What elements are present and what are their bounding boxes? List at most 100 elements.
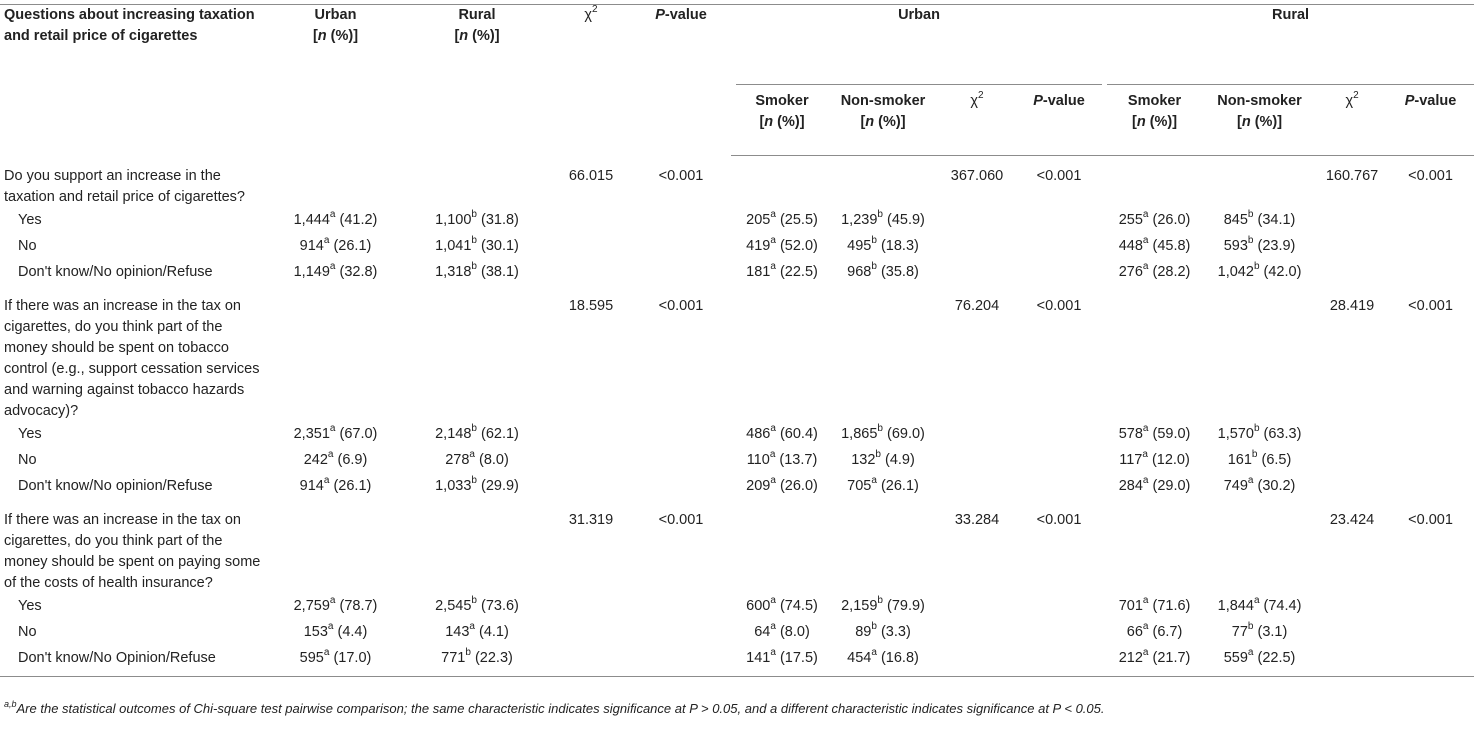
rural-nonsmoker-cell: 593b (23.9): [1202, 234, 1317, 260]
count: 1,570: [1217, 426, 1254, 442]
count: 255: [1118, 212, 1143, 228]
footnote-text: Are the statistical outcomes of Chi-squa…: [16, 701, 1105, 716]
urban-nonsmoker-cell: 968b (35.8): [828, 260, 938, 286]
percent: (29.0): [1152, 478, 1191, 494]
urban-smoker-cell: 419a (52.0): [736, 234, 828, 260]
empty-cell: [1387, 594, 1474, 620]
header-p-label: P-value: [1404, 93, 1457, 109]
count: 212: [1118, 650, 1143, 666]
significance-sup: a: [329, 423, 336, 435]
significance-sup: b: [871, 261, 877, 273]
count: 64: [754, 624, 771, 640]
rural-nonsmoker-cell: 1,570b (63.3): [1202, 422, 1317, 448]
percent: (32.8): [339, 264, 378, 280]
footnote: a,bAre the statistical outcomes of Chi-s…: [4, 698, 1464, 718]
count: 1,100: [435, 212, 472, 228]
significance-sup: a: [469, 621, 475, 633]
percent: (22.5): [779, 264, 818, 280]
count: 495: [847, 238, 872, 254]
urban-cell: 1,149a (32.8): [268, 260, 403, 286]
count: 705: [847, 478, 872, 494]
significance-sup: b: [871, 621, 877, 633]
rural-cell: 2,148b (62.1): [403, 422, 551, 448]
rural-smoker-cell: 701a (71.6): [1107, 594, 1202, 620]
count: 1,844: [1217, 598, 1254, 614]
header-chi-total: χ2: [551, 4, 631, 156]
percent: (26.1): [333, 238, 372, 254]
chi-sup: 2: [978, 90, 984, 102]
header-rural: Rural [n (%)]: [403, 4, 551, 156]
empty-cell: [938, 620, 1016, 646]
percent: (4.1): [478, 624, 509, 640]
significance-sup: a: [329, 595, 336, 607]
urban-smoker-cell: 209a (26.0): [736, 474, 828, 500]
rural-cell: 278a (8.0): [403, 448, 551, 474]
answer-row: No 242a (6.9) 278a (8.0) 110a (13.7) 132b (4…: [0, 448, 1474, 474]
empty-cell: [1016, 594, 1102, 620]
empty-cell: [1016, 422, 1102, 448]
significance-sup: a: [469, 449, 475, 461]
urban-smoker-cell: 205a (25.5): [736, 208, 828, 234]
empty-cell: [938, 422, 1016, 448]
percent: (30.2): [1257, 478, 1296, 494]
significance-sup: a: [1142, 647, 1149, 659]
empty-cell: [631, 448, 731, 474]
significance-sup: b: [471, 235, 477, 247]
empty-cell: [551, 620, 631, 646]
significance-sup: a: [770, 475, 776, 487]
significance-sup: a: [1142, 423, 1149, 435]
count: 278: [445, 452, 470, 468]
percent: (34.1): [1257, 212, 1296, 228]
count: 486: [746, 426, 771, 442]
empty-cell: [1387, 620, 1474, 646]
empty-cell: [403, 156, 551, 208]
empty-cell: [403, 500, 551, 594]
count: 143: [445, 624, 470, 640]
header-group-rural: Rural: [1107, 4, 1474, 85]
smoker-label: Smoker: [1127, 93, 1182, 109]
percent: (25.5): [779, 212, 818, 228]
significance-sup: b: [1247, 235, 1254, 247]
p-rural: <0.001: [1408, 511, 1453, 528]
footnote-sup: a,b: [4, 698, 17, 709]
significance-sup: a: [871, 647, 877, 659]
percent: (3.3): [880, 624, 911, 640]
empty-cell: [1202, 156, 1317, 208]
empty-cell: [551, 234, 631, 260]
percent: (4.9): [884, 452, 915, 468]
urban-cell: 914a (26.1): [268, 474, 403, 500]
count: 66: [1126, 624, 1143, 640]
p-urban: <0.001: [1036, 297, 1082, 314]
empty-cell: [1016, 645, 1103, 677]
empty-cell: [1016, 234, 1102, 260]
urban-nonsmoker-cell: 89b (3.3): [828, 620, 938, 646]
empty-cell: [1387, 422, 1474, 448]
percent: (30.1): [481, 238, 519, 254]
empty-cell: [736, 500, 828, 594]
percent: (4.4): [337, 624, 368, 640]
answer-row: No 153a (4.4) 143a (4.1) 64a (8.0) 89b (3.3)…: [0, 620, 1474, 646]
header-urban-nonsmoker: Non-smoker [n (%)]: [828, 84, 938, 156]
percent: (67.0): [339, 426, 378, 442]
significance-sup: a: [770, 595, 776, 607]
spacer: [1102, 84, 1108, 156]
spacer: [1102, 645, 1108, 677]
p-urban: <0.001: [1036, 511, 1082, 528]
header-rural-label: Rural: [458, 7, 496, 23]
chi-sup: 2: [1353, 90, 1359, 102]
chi-sup: 2: [592, 4, 598, 16]
header-chi-urban: χ2: [938, 84, 1016, 156]
npct-label: [n (%)]: [860, 114, 906, 130]
percent: (45.8): [1152, 238, 1191, 254]
empty-cell: [1202, 500, 1317, 594]
count: 1,318: [435, 264, 472, 280]
empty-cell: [631, 620, 731, 646]
significance-sup: a: [329, 209, 336, 221]
significance-sup: b: [1253, 261, 1260, 273]
rural-cell: 1,100b (31.8): [403, 208, 551, 234]
percent: (13.7): [779, 452, 818, 468]
significance-sup: b: [877, 209, 883, 221]
urban-cell: 1,444a (41.2): [268, 208, 403, 234]
urban-smoker-cell: 141a (17.5): [736, 645, 828, 677]
header-p-urban: P-value: [1016, 84, 1103, 156]
